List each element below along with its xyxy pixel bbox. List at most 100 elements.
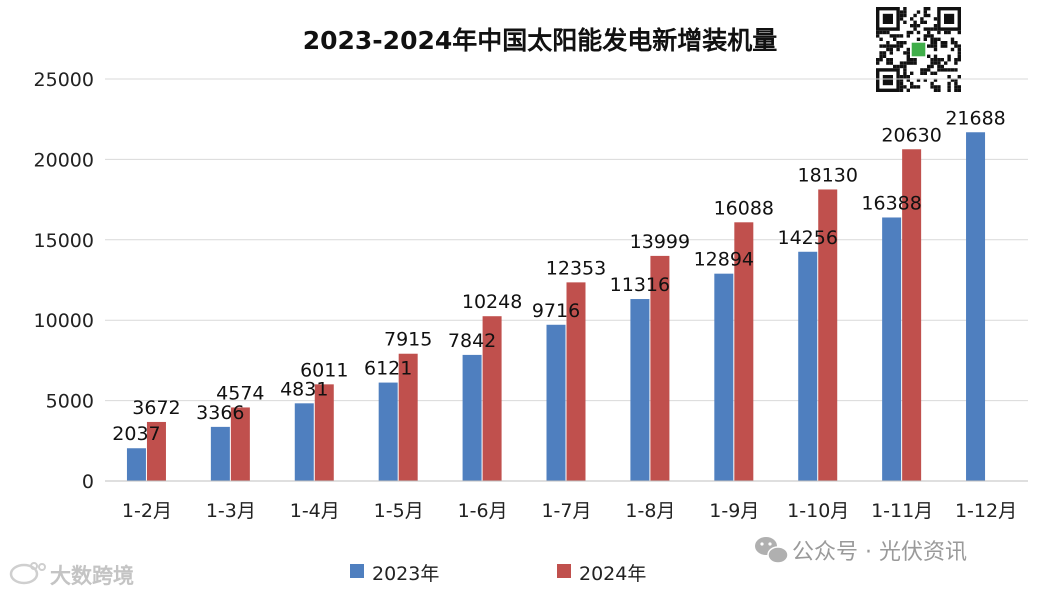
bar-2024 — [230, 407, 250, 481]
qr-module — [933, 58, 938, 62]
bar-2024 — [734, 222, 754, 481]
qr-module — [944, 30, 948, 35]
qr-module — [886, 41, 890, 45]
qr-module — [913, 27, 917, 31]
qr-module — [903, 51, 907, 55]
qr-module — [927, 44, 931, 48]
qr-module — [886, 30, 890, 35]
qr-module — [882, 51, 887, 55]
qr-module — [954, 61, 958, 65]
qr-module — [930, 27, 934, 31]
qr-module — [923, 20, 927, 24]
qr-module — [886, 61, 890, 65]
qr-module — [903, 71, 907, 75]
qr-module — [903, 64, 907, 69]
qr-module — [954, 68, 958, 72]
qr-module — [916, 37, 921, 41]
qr-module — [896, 34, 900, 38]
qr-module — [933, 41, 938, 45]
y-axis-ticks: 0 5000 10000 15000 20000 25000 — [34, 69, 94, 493]
legend: 2023年 2024年 — [350, 563, 646, 585]
qr-module — [950, 37, 955, 41]
x-tick-label: 1-11月 — [871, 500, 933, 522]
data-label: 6011 — [300, 359, 348, 381]
qr-module — [933, 37, 938, 41]
data-label: 3366 — [196, 402, 244, 424]
qr-module — [937, 30, 941, 35]
qr-module — [927, 68, 931, 72]
qr-module — [923, 13, 927, 18]
qr-module — [906, 51, 910, 55]
qr-module — [957, 58, 961, 62]
qr-module — [906, 61, 910, 65]
qr-module — [923, 10, 927, 14]
qr-module — [940, 44, 944, 48]
qr-module — [957, 54, 961, 58]
bar-2023 — [882, 217, 902, 481]
qr-module — [903, 10, 907, 14]
qr-module — [954, 81, 958, 86]
qr-module — [930, 64, 934, 69]
qr-module — [913, 20, 917, 24]
qr-module — [899, 85, 904, 89]
qr-module — [957, 85, 961, 89]
qr-module — [903, 68, 907, 72]
data-label: 20630 — [881, 124, 941, 146]
bar-2024 — [650, 255, 670, 481]
qr-module — [913, 85, 917, 89]
qr-module — [876, 61, 880, 65]
watermark-left-text: 大数跨境 — [50, 564, 134, 588]
data-label: 18130 — [798, 164, 858, 186]
qr-module — [944, 68, 948, 72]
bar-2023 — [378, 382, 398, 481]
qr-module — [889, 51, 893, 55]
qr-module — [899, 44, 904, 48]
qr-module — [903, 7, 907, 11]
qr-module — [903, 20, 907, 24]
qr-module — [927, 54, 931, 58]
bars — [126, 132, 986, 481]
qr-module — [930, 41, 934, 45]
bar-2023 — [294, 403, 314, 481]
data-label: 14256 — [778, 227, 838, 249]
qr-module — [923, 7, 927, 11]
qr-module — [899, 61, 904, 65]
qr-module — [879, 37, 883, 41]
qr-module — [954, 88, 958, 92]
qr-module — [910, 17, 914, 21]
qr-module — [889, 61, 893, 65]
qr-module — [916, 78, 921, 82]
qr-module — [954, 58, 958, 62]
qr-module — [944, 44, 948, 48]
qr-module — [947, 58, 951, 62]
qr-module — [882, 44, 887, 48]
qr-module — [947, 30, 951, 35]
qr-module — [903, 41, 907, 45]
watermark-right: 公众号 · 光伏资讯 — [755, 537, 967, 565]
qr-module — [937, 37, 941, 41]
y-tick-label: 0 — [82, 471, 94, 493]
bar-2023 — [630, 299, 650, 481]
qr-module — [927, 34, 931, 38]
qr-module — [954, 41, 958, 45]
watermark-left: 大数跨境 — [9, 562, 134, 588]
qr-module — [920, 17, 924, 21]
qr-module — [937, 58, 941, 62]
qr-module — [879, 58, 883, 62]
qr-module — [910, 30, 914, 35]
data-label: 12894 — [694, 249, 754, 271]
qr-module — [899, 81, 904, 86]
data-label: 6121 — [364, 358, 412, 380]
qr-module — [879, 30, 883, 35]
qr-module — [879, 51, 883, 55]
qr-module — [893, 37, 897, 41]
qr-module — [933, 85, 938, 89]
data-label: 16088 — [714, 197, 774, 219]
qr-module — [947, 54, 951, 58]
qr-module — [930, 85, 934, 89]
qr-module — [947, 85, 951, 89]
qr-module — [930, 81, 934, 86]
qr-module — [923, 27, 927, 31]
bar-2024 — [902, 149, 922, 481]
